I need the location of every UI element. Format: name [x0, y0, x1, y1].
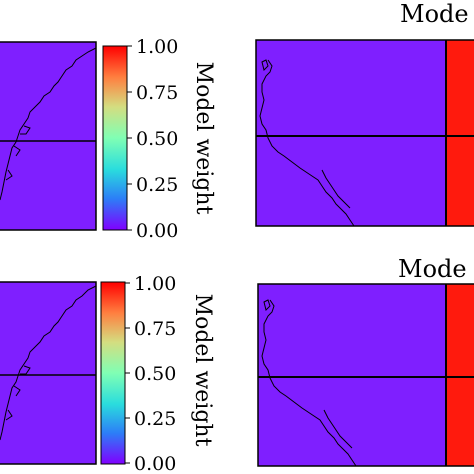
map-panel-bottom-left [0, 281, 97, 465]
panel-frame [0, 281, 97, 465]
colorbar-tick-label: 0.50 [134, 363, 176, 385]
colorbar-tick-label: 0.00 [134, 453, 176, 474]
weight-field [258, 284, 474, 466]
panel-title: Mode [400, 0, 469, 28]
coastline [261, 299, 357, 467]
map-panel-top-right: Mode [255, 0, 474, 227]
panel-frame [0, 41, 97, 231]
colorbar-tick-label: 0.75 [134, 318, 176, 340]
map-panel-bottom-right: Mode [257, 255, 474, 467]
coastline-detail [5, 125, 31, 181]
colorbar-top: 1.00 0.75 0.50 0.25 0.00 Model weight [102, 36, 216, 242]
panel-frame [257, 283, 474, 467]
weight-block-high [446, 284, 474, 466]
colorbar-gradient [100, 281, 126, 465]
island [261, 59, 269, 71]
colorbar-tick-label: 0.75 [136, 82, 178, 104]
coastline [259, 59, 355, 227]
weight-field [0, 282, 96, 464]
colorbar-label: Model weight [190, 294, 215, 447]
colorbar-tick-label: 1.00 [136, 36, 178, 58]
colorbar-gradient [102, 45, 128, 231]
colorbar-tick-label: 0.25 [136, 174, 178, 196]
colorbar-label: Model weight [191, 62, 216, 215]
weight-field [0, 42, 96, 230]
weight-field [256, 40, 474, 226]
island [263, 299, 271, 311]
colorbar-tick-label: 1.00 [134, 273, 176, 295]
baja-coastline [323, 409, 353, 449]
panel-frame [255, 39, 474, 227]
colorbar-tick-label: 0.50 [136, 128, 178, 150]
baja-coastline [321, 169, 351, 209]
colorbar-tick-label: 0.00 [136, 220, 178, 242]
panel-title: Mode [398, 255, 467, 283]
colorbar-tick-label: 0.25 [134, 408, 176, 430]
colorbar-ticks [127, 45, 132, 231]
weight-block-high [446, 40, 474, 226]
coastline [0, 285, 97, 441]
coastline [0, 47, 97, 201]
coastline-detail [5, 365, 31, 421]
colorbar-bottom: 1.00 0.75 0.50 0.25 0.00 Model weight [100, 273, 215, 474]
map-panel-top-left [0, 41, 97, 231]
colorbar-ticks [125, 282, 130, 464]
